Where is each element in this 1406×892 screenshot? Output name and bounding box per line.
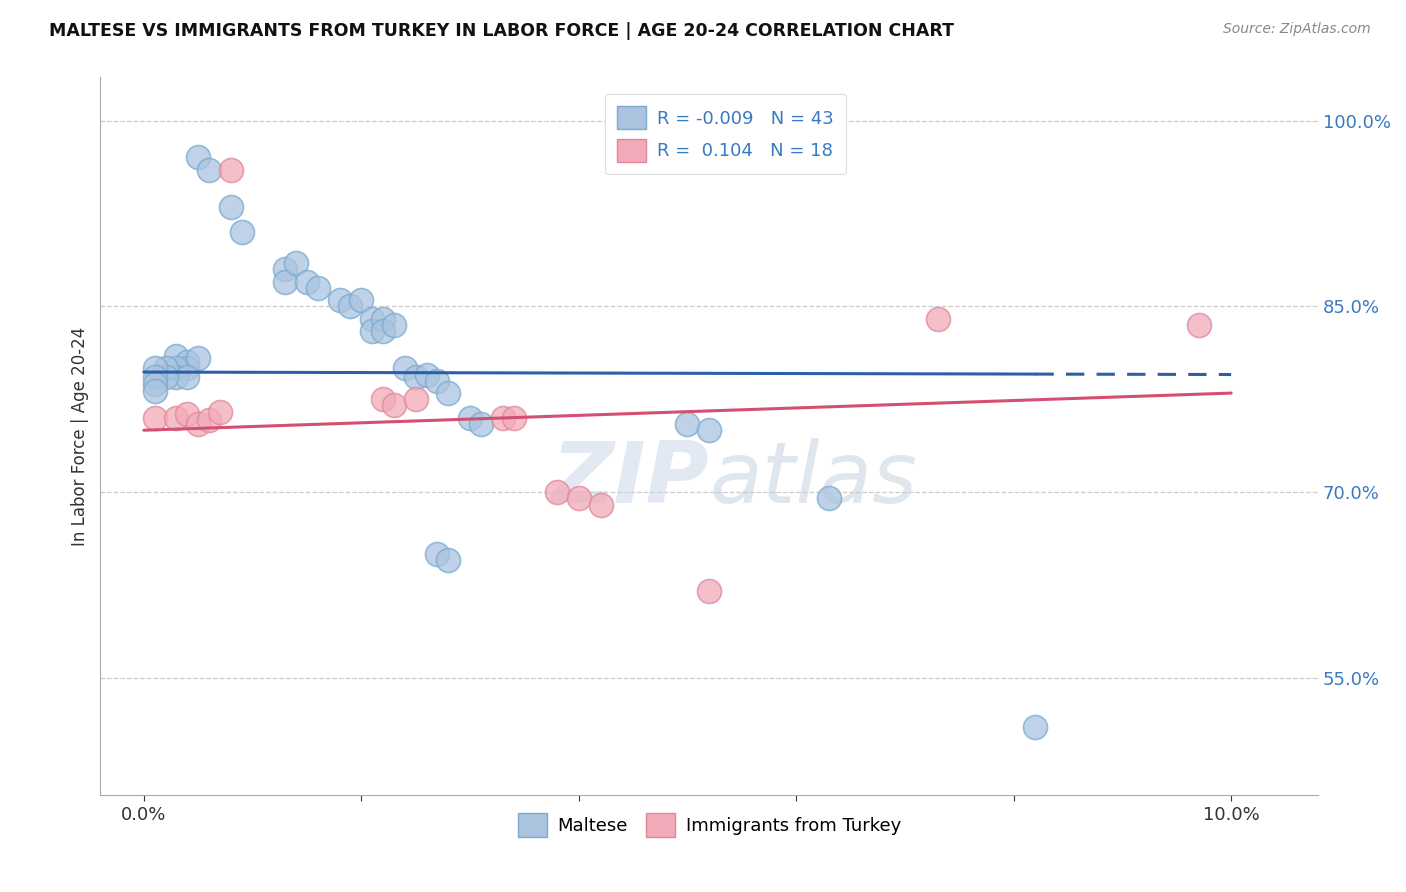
Point (350, 293, 373, 308)
Point (176, 355, 198, 369)
Point (166, 349, 188, 363)
Point (274, 275, 297, 289)
Point (492, 410, 515, 425)
Point (382, 399, 405, 413)
Point (274, 262, 297, 277)
Point (697, 423, 720, 437)
Point (676, 417, 699, 431)
Point (219, 163, 242, 178)
Point (426, 374, 449, 388)
Point (166, 361, 188, 376)
Point (458, 410, 481, 425)
Point (405, 392, 427, 407)
Point (198, 413, 221, 427)
Point (143, 384, 166, 398)
Point (361, 324, 384, 338)
Point (166, 410, 188, 425)
Y-axis label: In Labor Force | Age 20-24: In Labor Force | Age 20-24 (72, 326, 89, 546)
Point (307, 281, 329, 295)
Point (187, 150, 209, 164)
Text: ZIP: ZIP (551, 438, 709, 521)
Point (155, 361, 177, 376)
Point (394, 361, 416, 376)
Point (176, 407, 198, 421)
Point (176, 361, 198, 376)
Point (371, 324, 394, 338)
Point (361, 311, 384, 326)
Text: atlas: atlas (709, 438, 917, 521)
Point (568, 491, 591, 506)
Point (285, 256, 308, 270)
Point (143, 410, 166, 425)
Point (818, 491, 841, 506)
Point (219, 201, 242, 215)
Point (382, 318, 405, 332)
Point (166, 370, 188, 384)
Point (405, 370, 427, 384)
Point (470, 417, 492, 431)
Point (176, 370, 198, 384)
Point (143, 370, 166, 384)
Point (1187, 318, 1209, 332)
Point (697, 584, 720, 599)
Point (371, 311, 394, 326)
Point (546, 485, 568, 500)
Point (329, 293, 352, 308)
Point (143, 377, 166, 392)
Point (1024, 720, 1046, 734)
Point (426, 547, 449, 561)
Point (339, 300, 361, 314)
Point (208, 405, 231, 419)
Point (231, 225, 253, 239)
Point (143, 361, 166, 376)
Point (198, 163, 221, 178)
Point (502, 410, 524, 425)
Point (155, 370, 177, 384)
Point (437, 386, 460, 401)
Point (415, 368, 437, 382)
Point (371, 392, 394, 407)
Point (437, 553, 460, 567)
Point (187, 351, 209, 366)
Point (589, 498, 612, 512)
Point (187, 417, 209, 431)
Point (295, 275, 318, 289)
Point (927, 311, 949, 326)
Text: MALTESE VS IMMIGRANTS FROM TURKEY IN LABOR FORCE | AGE 20-24 CORRELATION CHART: MALTESE VS IMMIGRANTS FROM TURKEY IN LAB… (49, 22, 955, 40)
Text: Source: ZipAtlas.com: Source: ZipAtlas.com (1223, 22, 1371, 37)
Legend: Maltese, Immigrants from Turkey: Maltese, Immigrants from Turkey (510, 806, 908, 844)
